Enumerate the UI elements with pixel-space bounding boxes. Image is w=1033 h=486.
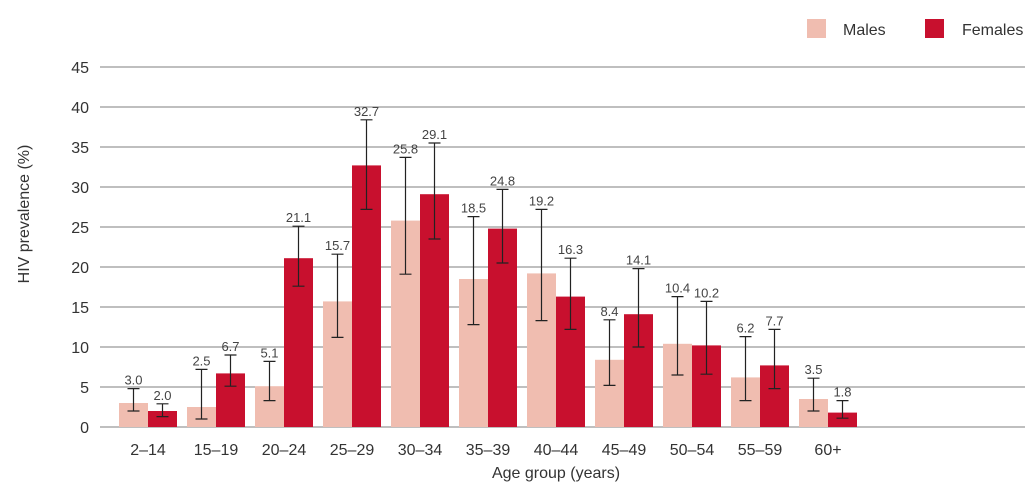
data-label-males: 3.5 bbox=[804, 362, 822, 377]
legend-swatch-males bbox=[807, 19, 826, 38]
y-axis-title: HIV prevalence (%) bbox=[16, 145, 33, 284]
error-bar-females bbox=[292, 225, 305, 287]
y-tick-label: 30 bbox=[71, 180, 89, 197]
error-bar-females bbox=[224, 354, 237, 387]
error-bar-males bbox=[535, 208, 548, 322]
data-label-females: 32.7 bbox=[354, 104, 379, 119]
x-tick-label: 2–14 bbox=[130, 442, 166, 459]
bar-females bbox=[148, 411, 177, 427]
x-tick-label: 55–59 bbox=[738, 442, 783, 459]
x-tick-label: 40–44 bbox=[534, 442, 579, 459]
x-tick-label: 50–54 bbox=[670, 442, 715, 459]
data-label-females: 16.3 bbox=[558, 242, 583, 257]
y-tick-label: 40 bbox=[71, 100, 89, 117]
data-label-males: 18.5 bbox=[461, 201, 486, 216]
error-bar-females bbox=[564, 257, 577, 330]
x-tick-label: 15–19 bbox=[194, 442, 239, 459]
x-tick-label: 30–34 bbox=[398, 442, 443, 459]
error-bar-males bbox=[739, 336, 752, 402]
data-label-males: 3.0 bbox=[124, 373, 142, 388]
legend-swatch-females bbox=[925, 19, 944, 38]
error-bar-females bbox=[768, 328, 781, 390]
y-tick-label: 15 bbox=[71, 300, 89, 317]
y-tick-label: 10 bbox=[71, 340, 89, 357]
data-label-males: 2.5 bbox=[192, 353, 210, 368]
data-label-males: 19.2 bbox=[529, 193, 554, 208]
x-axis-title: Age group (years) bbox=[492, 465, 620, 482]
y-tick-label: 20 bbox=[71, 260, 89, 277]
data-label-females: 6.7 bbox=[221, 339, 239, 354]
error-bar-females bbox=[156, 403, 169, 418]
error-bar-males bbox=[807, 377, 820, 412]
error-bar-males bbox=[671, 296, 684, 376]
data-label-females: 7.7 bbox=[765, 313, 783, 328]
y-tick-label: 5 bbox=[80, 380, 89, 397]
error-bar-females bbox=[632, 268, 645, 348]
x-tick-label: 60+ bbox=[814, 442, 841, 459]
data-label-males: 8.4 bbox=[600, 304, 618, 319]
x-tick-label: 25–29 bbox=[330, 442, 375, 459]
data-label-males: 25.8 bbox=[393, 141, 418, 156]
bar-females bbox=[828, 412, 857, 427]
error-bar-males bbox=[603, 319, 616, 386]
error-bar-males bbox=[195, 368, 208, 420]
legend: Males Females bbox=[807, 19, 1023, 39]
data-label-females: 10.2 bbox=[694, 285, 719, 300]
error-bar-females bbox=[496, 188, 509, 264]
y-tick-label: 45 bbox=[71, 60, 89, 77]
data-label-males: 15.7 bbox=[325, 238, 350, 253]
bars bbox=[119, 165, 857, 427]
error-bar-females bbox=[836, 400, 849, 419]
error-bar-males bbox=[127, 388, 140, 412]
data-labels: 3.0 2.5 5.1 15.7 25.8 18.5 19.2 8.4 10.4 6.2 3.5 2.… bbox=[124, 104, 851, 403]
error-bar-males bbox=[331, 253, 344, 338]
data-label-females: 29.1 bbox=[422, 127, 447, 142]
x-tick-label: 20–24 bbox=[262, 442, 307, 459]
data-label-females: 1.8 bbox=[833, 385, 851, 400]
data-label-males: 5.1 bbox=[260, 345, 278, 360]
error-bar-females bbox=[428, 142, 441, 240]
data-label-females: 21.1 bbox=[286, 210, 311, 225]
y-tick-label: 0 bbox=[80, 420, 89, 437]
x-tick-label: 45–49 bbox=[602, 442, 647, 459]
y-tick-label: 25 bbox=[71, 220, 89, 237]
error-bar-females bbox=[700, 300, 713, 375]
error-bar-males bbox=[399, 156, 412, 275]
error-bar-males bbox=[467, 216, 480, 326]
data-label-females: 14.1 bbox=[626, 253, 651, 268]
data-label-females: 24.8 bbox=[490, 173, 515, 188]
legend-label-females: Females bbox=[962, 22, 1023, 39]
error-bar-females bbox=[360, 119, 373, 210]
data-label-females: 2.0 bbox=[153, 388, 171, 403]
legend-label-males: Males bbox=[843, 22, 886, 39]
y-axis-ticks: 0 5 10 15 20 25 30 35 40 45 bbox=[71, 60, 89, 437]
x-axis-ticks: 2–14 15–19 20–24 25–29 30–34 35–39 40–44 45–49 5… bbox=[130, 442, 841, 459]
error-bar-males bbox=[263, 360, 276, 402]
y-tick-label: 35 bbox=[71, 140, 89, 157]
x-tick-label: 35–39 bbox=[466, 442, 511, 459]
data-label-males: 10.4 bbox=[665, 281, 690, 296]
data-label-males: 6.2 bbox=[736, 321, 754, 336]
error-bars bbox=[127, 119, 849, 420]
gridlines bbox=[100, 66, 1025, 428]
